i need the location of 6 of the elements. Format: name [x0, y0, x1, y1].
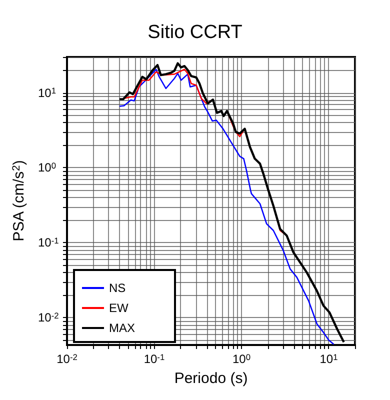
y-axis-title: PSA (cm/s2)	[10, 160, 28, 242]
chart-title: Sitio CCRT	[148, 22, 243, 43]
legend-label: MAX	[109, 321, 136, 335]
x-axis-title: Periodo (s)	[174, 370, 248, 387]
legend-label: NS	[109, 281, 126, 295]
legend-label: EW	[109, 301, 130, 315]
